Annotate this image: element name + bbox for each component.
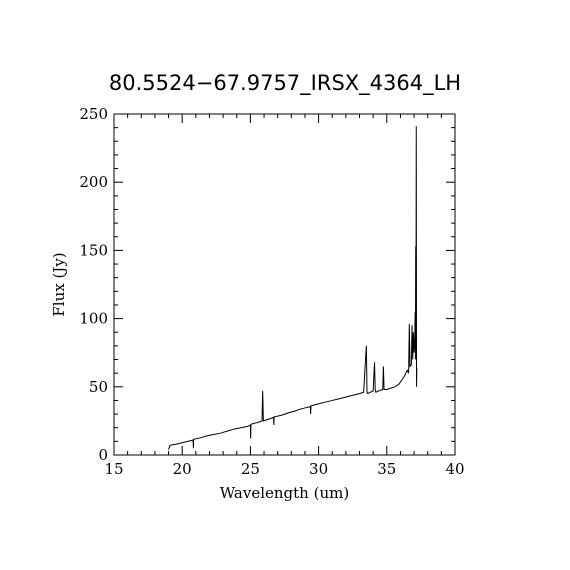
y-axis-label: Flux (Jy): [50, 252, 68, 316]
x-axis-label: Wavelength (um): [220, 484, 349, 502]
x-tick-label: 40: [445, 460, 464, 478]
flux-series-line: [168, 126, 418, 450]
x-tick-label: 25: [241, 460, 260, 478]
chart-title: 80.5524−67.9757_IRSX_4364_LH: [109, 71, 461, 96]
y-tick-label: 100: [79, 310, 108, 328]
x-tick-label: 15: [104, 460, 123, 478]
x-tick-label: 35: [377, 460, 396, 478]
y-tick-label: 50: [89, 378, 108, 396]
plot-frame: [113, 113, 456, 456]
y-tick-label: 250: [79, 105, 108, 123]
y-tick-label: 200: [79, 173, 108, 191]
axes: 15 20 25 30 35 40 0 50 100 150 200 250: [79, 105, 464, 478]
x-tick-label: 30: [309, 460, 328, 478]
x-tick-label: 20: [173, 460, 192, 478]
y-tick-label: 0: [98, 446, 108, 464]
y-tick-label: 150: [79, 241, 108, 259]
